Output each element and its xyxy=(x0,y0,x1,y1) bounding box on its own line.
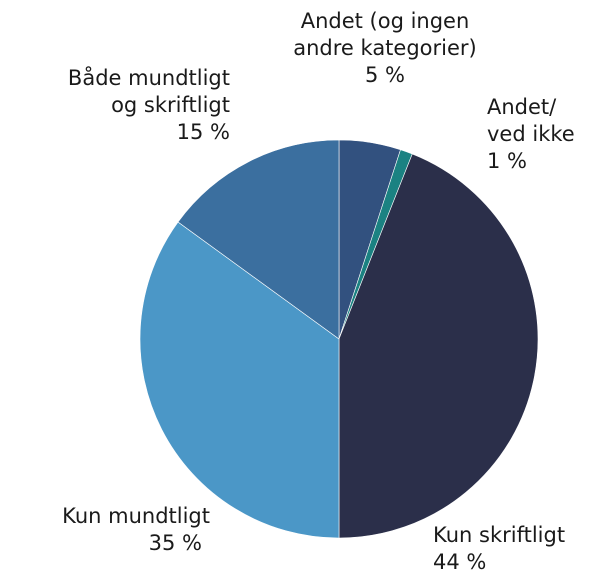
slice-label: Kun skriftligt 44 % xyxy=(433,522,591,576)
value-label: 35 % xyxy=(148,531,202,555)
pie-slice xyxy=(139,221,340,539)
slice-label: Kun mundtligt 35 % xyxy=(10,503,210,557)
slice-label: Andet (og ingen andre kategorier) 5 % xyxy=(270,8,500,89)
value-label: 15 % xyxy=(176,120,230,144)
pie-slice xyxy=(177,139,340,340)
category-label: Andet (og ingen andre kategorier) xyxy=(293,9,477,60)
category-label: Kun mundtligt xyxy=(62,504,210,528)
value-label: 1 % xyxy=(487,149,527,173)
value-label: 5 % xyxy=(365,63,405,87)
category-label: Kun skriftligt xyxy=(433,523,566,547)
value-label: 44 % xyxy=(433,550,487,574)
category-label: Andet/ ved ikke xyxy=(487,95,575,146)
slice-label: Både mundtligt og skriftligt 15 % xyxy=(20,65,230,146)
slice-label: Andet/ ved ikke 1 % xyxy=(487,94,591,175)
category-label: Både mundtligt og skriftligt xyxy=(67,66,230,117)
pie-slice xyxy=(338,153,539,539)
